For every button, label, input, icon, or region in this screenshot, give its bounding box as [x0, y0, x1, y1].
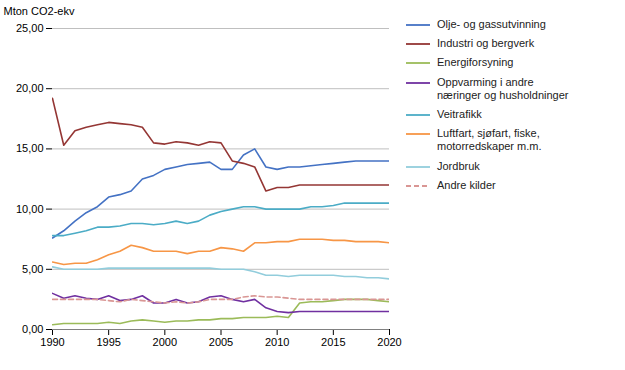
html-text:Energiforsyning: Energiforsyning	[437, 56, 514, 69]
html-text:Olje- og gassutvinning: Olje- og gassutvinning	[437, 18, 546, 30]
svg-text:10,00: 10,00	[16, 203, 44, 215]
svg-text:Mton CO2-ekv: Mton CO2-ekv	[4, 5, 75, 17]
html-text:Andre kilder: Andre kilder	[437, 178, 496, 191]
svg-text:2000: 2000	[153, 336, 177, 348]
svg-text:15,00: 15,00	[16, 142, 44, 154]
svg-text:1995: 1995	[96, 336, 120, 348]
svg-text:5,00: 5,00	[22, 263, 43, 275]
html-text:Industri og bergverk: Industri og bergverk	[437, 37, 535, 50]
html-text:Luftfart, sjøfart, fiske, moto: Luftfart, sjøfart, fiske, motorredskaper…	[437, 127, 542, 153]
svg-text:25,00: 25,00	[16, 22, 44, 34]
html-text:Oppvarming i andre næringer og: Oppvarming i andre næringer og husholdni…	[437, 75, 569, 101]
svg-text:2015: 2015	[321, 336, 345, 348]
svg-text:20,00: 20,00	[16, 82, 44, 94]
svg-text:1990: 1990	[40, 336, 64, 348]
svg-text:0,00: 0,00	[22, 323, 43, 335]
html-text:Veitrafikk: Veitrafikk	[437, 107, 482, 120]
svg-text:2010: 2010	[265, 336, 289, 348]
svg-text:2005: 2005	[209, 336, 233, 348]
svg-text:2020: 2020	[377, 336, 401, 348]
html-text:Jordbruk: Jordbruk	[437, 159, 480, 172]
